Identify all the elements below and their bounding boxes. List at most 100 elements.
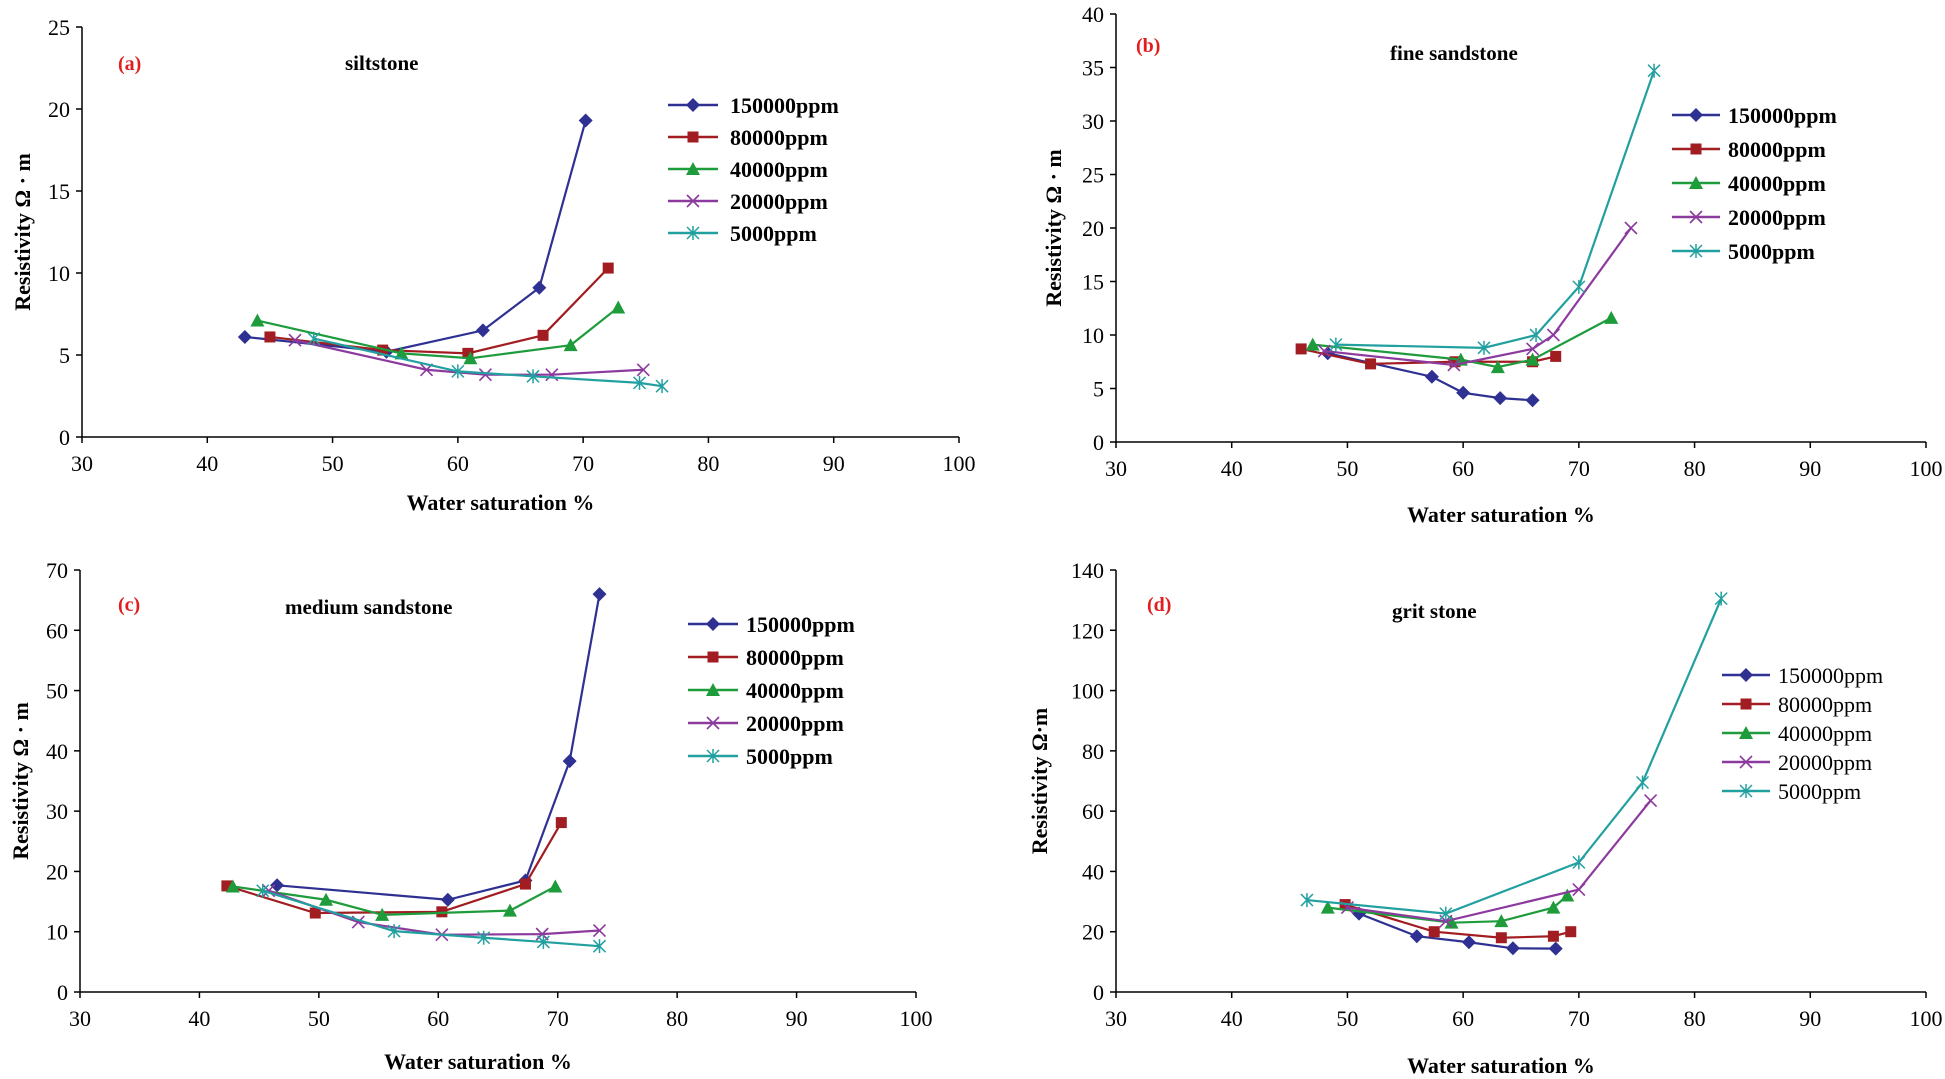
y-tick-label: 50	[46, 679, 68, 704]
x-tick-label: 80	[697, 451, 719, 476]
data-point	[475, 323, 490, 338]
data-point	[1526, 342, 1540, 356]
x-tick-label: 50	[308, 1006, 330, 1031]
data-point	[1505, 941, 1520, 956]
legend-marker	[686, 194, 700, 208]
data-point	[237, 329, 252, 344]
data-point	[451, 364, 465, 379]
legend-label: 150000ppm	[1778, 663, 1883, 688]
y-axis-label: Resistivity Ω · m	[10, 153, 35, 311]
data-point	[250, 313, 265, 327]
series-20000ppm	[288, 333, 650, 382]
legend-marker	[1689, 210, 1703, 224]
legend-marker	[1739, 755, 1753, 769]
y-tick-label: 40	[1082, 2, 1104, 27]
y-tick-label: 15	[1082, 270, 1104, 295]
data-point	[1546, 328, 1560, 342]
legend-marker	[1739, 726, 1753, 739]
legend-label: 40000ppm	[746, 678, 844, 703]
legend-marker	[706, 617, 720, 631]
data-point	[307, 331, 321, 346]
legend: 150000ppm 80000ppm 40000ppm 20000ppm 5000ppm	[668, 93, 839, 246]
chart-panel-4: 0 20 40 60 80 100 120 140 30 40 50 60 70 80 90 100 Water…	[1027, 558, 1943, 1078]
data-point	[1365, 358, 1377, 370]
data-point	[387, 924, 401, 939]
data-point	[478, 368, 492, 382]
data-point	[1428, 926, 1440, 938]
y-tick-label: 35	[1082, 56, 1104, 81]
chart-title: grit stone	[1392, 599, 1477, 623]
panel-label: (a)	[118, 53, 141, 75]
y-tick-label: 20	[46, 859, 68, 884]
data-point	[1320, 900, 1335, 914]
data-point	[592, 923, 607, 938]
series-150000ppm	[237, 113, 593, 359]
x-tick-label: 30	[1105, 456, 1127, 481]
y-tick-label: 70	[46, 558, 68, 583]
x-tick-label: 30	[1105, 1006, 1127, 1031]
data-point	[394, 346, 409, 360]
legend-label: 5000ppm	[730, 221, 817, 246]
x-tick-label: 100	[1910, 1006, 1943, 1031]
data-point	[221, 880, 233, 892]
data-point	[309, 907, 321, 919]
y-tick-label: 40	[1082, 859, 1104, 884]
chart-panel-1: 0 5 10 15 20 25 30 40 50 60 70 80 90 100 Water saturat…	[10, 15, 976, 515]
x-tick-label: 40	[1221, 456, 1243, 481]
x-tick-label: 50	[1336, 456, 1358, 481]
data-point	[1461, 935, 1476, 950]
x-tick-label: 60	[427, 1006, 449, 1031]
data-point	[1456, 385, 1471, 400]
y-tick-label: 15	[48, 179, 70, 204]
data-point	[1305, 337, 1320, 351]
series-40000ppm	[225, 879, 563, 921]
x-axis-label: Water saturation %	[384, 1049, 572, 1074]
data-point	[256, 883, 270, 898]
x-tick-label: 30	[69, 1006, 91, 1031]
x-tick-label: 90	[823, 451, 845, 476]
chart-panel-2: 0 5 10 15 20 25 30 35 40 30 40 50 60 70 80 90 100 Water s…	[1041, 2, 1943, 527]
panel-label: (b)	[1136, 35, 1160, 57]
data-point	[1572, 855, 1586, 870]
legend-label: 5000ppm	[1778, 779, 1861, 804]
x-tick-label: 70	[547, 1006, 569, 1031]
series-40000ppm	[1320, 888, 1575, 929]
data-point	[1424, 369, 1439, 384]
legend-label: 150000ppm	[730, 93, 839, 118]
data-point	[1495, 932, 1507, 944]
x-tick-label: 60	[1452, 1006, 1474, 1031]
series-line	[1347, 799, 1652, 923]
series-150000ppm	[270, 587, 607, 907]
y-tick-label: 25	[48, 15, 70, 40]
data-point	[1647, 63, 1661, 78]
legend-label: 150000ppm	[746, 612, 855, 637]
data-point	[1525, 352, 1540, 366]
data-point	[288, 333, 302, 347]
data-point	[532, 280, 547, 295]
data-point	[1546, 900, 1561, 914]
legend-label: 20000ppm	[1728, 205, 1826, 230]
data-point	[1295, 343, 1307, 355]
data-point	[1624, 221, 1638, 235]
legend-marker	[686, 162, 700, 175]
x-tick-label: 90	[1799, 1006, 1821, 1031]
series-150000ppm	[1320, 346, 1540, 408]
data-point	[264, 331, 276, 343]
x-tick-label: 70	[1568, 1006, 1590, 1031]
data-point	[225, 879, 240, 893]
y-tick-label: 5	[59, 343, 70, 368]
legend: 150000ppm 80000ppm 40000ppm 20000ppm 5000ppm	[1722, 663, 1883, 804]
data-point	[592, 939, 607, 954]
series-40000ppm	[250, 300, 626, 365]
y-tick-label: 30	[46, 799, 68, 824]
legend-marker	[1689, 108, 1703, 122]
data-point	[536, 934, 550, 949]
data-point	[548, 879, 563, 893]
data-point	[519, 878, 531, 890]
chart-title: siltstone	[345, 51, 419, 75]
data-point	[477, 930, 491, 945]
data-point	[1329, 337, 1343, 352]
data-point	[1714, 591, 1728, 606]
data-point	[270, 878, 285, 893]
legend-label: 80000ppm	[730, 125, 828, 150]
